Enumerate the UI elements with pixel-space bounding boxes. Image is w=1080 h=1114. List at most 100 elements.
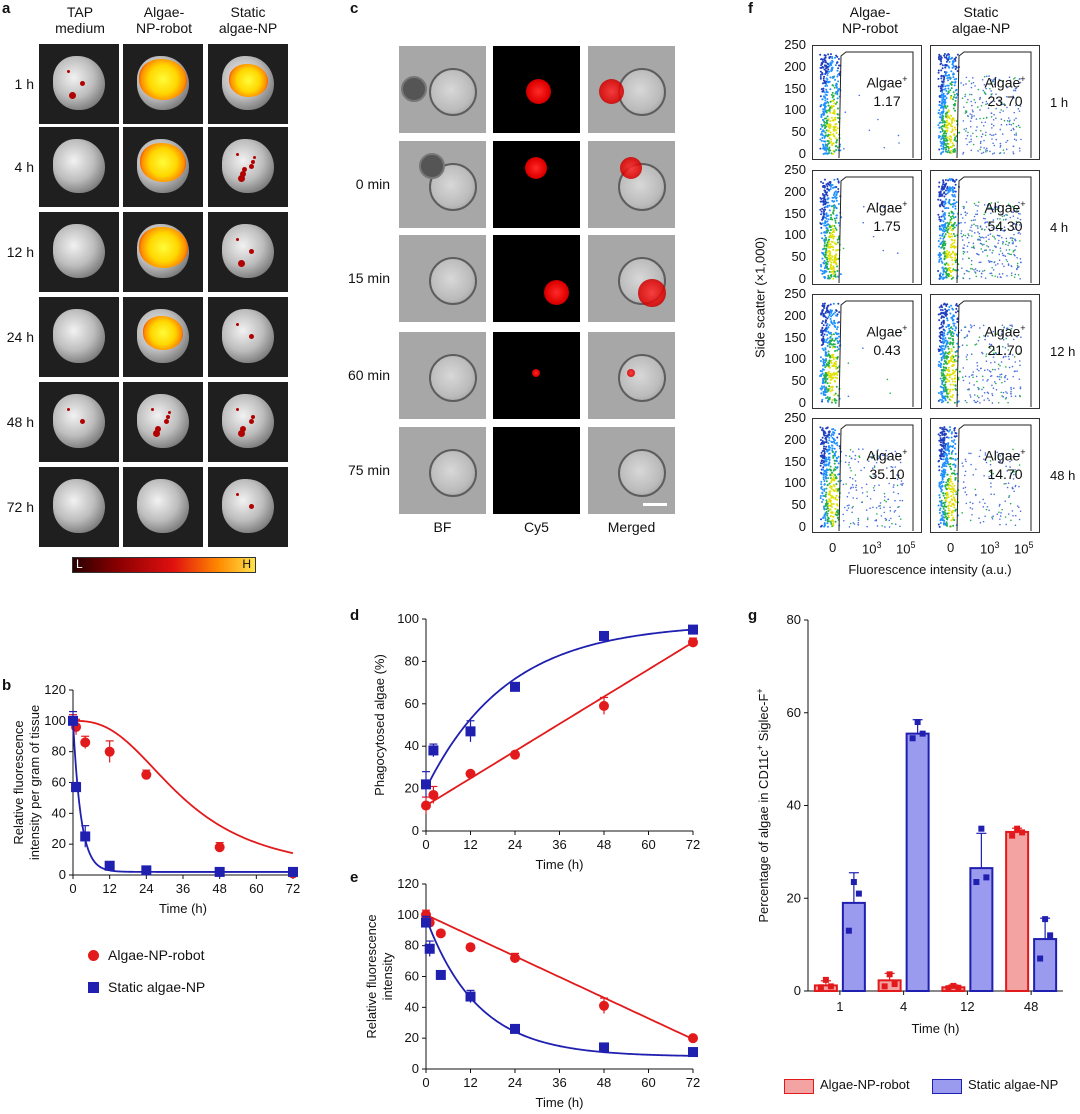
chart-d-point-static [599,630,609,641]
panel-c-row-label: 60 min [347,367,390,383]
chart-d-ytick-label: 100 [397,611,419,626]
chart-d-xtick-label: 24 [508,837,522,852]
chart-d-ytick-label: 40 [405,738,419,753]
chart-d-ytick-label: 60 [405,696,419,711]
chart-g-dot [909,735,916,742]
panel-f-ytick: 100 [784,102,806,118]
panel-f-row-label: 4 h [1050,220,1069,235]
chart-g-label: g [748,607,757,624]
panel-c-tile [588,235,675,322]
chart-d-xlabel: Time (h) [536,857,584,872]
flow-gate-label: Algae+ 54.30 [984,199,1026,234]
panel-a-label: a [2,0,11,17]
legend-g-static-text: Static algae-NP [968,1077,1059,1092]
chart-g-xtick-label: 48 [1024,999,1038,1014]
panel-a-row-label: 72 h [6,499,34,515]
scale-bar [643,503,667,506]
colorbar-high: H [242,557,251,571]
flow-gate-label: Algae+ 1.17 [866,74,908,109]
flow-density [819,300,914,408]
chart-b-point-static [104,860,115,871]
chart-e-xtick-label: 72 [686,1075,700,1090]
chart-e-point-robot [465,942,476,953]
chart-b-fit-robot [72,719,294,855]
chart-e-point-static [421,917,431,928]
flow-density [819,176,914,284]
chart-g-bar-static [905,732,930,993]
chart-b-xtick-label: 72 [286,881,300,896]
flow-density [819,51,914,159]
chart-g-ytick-label: 80 [787,612,801,627]
chart-b-ytick-label: 120 [44,682,66,697]
legend-g: Algae-NP-robot Static algae-NP [784,1076,1080,1098]
chart-d-point-robot [510,749,520,760]
panel-f-ytick: 50 [791,373,806,389]
chart-d-fit-static [425,628,694,790]
panel-c-tile [588,332,675,419]
panel-c-tile [399,235,486,322]
chart-d-xtick-label: 0 [422,837,429,852]
flow-gate [838,300,914,408]
chart-g-xtick-label: 4 [900,999,907,1014]
panel-a-tile [123,212,203,292]
chart-b-ytick-label: 100 [44,713,66,728]
panel-a-row-label: 4 h [14,159,34,175]
chart-g-xlabel: Time (h) [912,1021,960,1036]
chart-e-ytick-label: 80 [405,938,419,953]
panel-c-row-label: 15 min [347,270,390,286]
chart-b-xlabel: Time (h) [159,901,207,916]
panel-f-row-label: 48 h [1050,468,1076,483]
chart-e-point-static [435,969,446,980]
panel-f-ytick: 50 [791,124,806,140]
chart-d-label: d [350,607,359,624]
chart-g-dot [850,879,857,886]
chart-e-ytick-label: 0 [412,1061,419,1076]
chart-g-dot [817,984,824,991]
panel-f-plot: Algae+ 54.30 [930,170,1040,285]
panel-c-tile [588,427,675,514]
chart-e-point-robot [435,928,446,939]
flow-gate-label: Algae+ 21.70 [984,323,1026,358]
flow-gate-value: 1.17 [873,92,901,109]
panel-a-tile [123,467,203,547]
panel-a-row-label: 1 h [14,76,34,92]
panel-a-tile [39,44,119,124]
flow-gate-value: 35.10 [869,465,905,482]
flow-gate [956,51,1032,159]
legend-g-static-swatch [932,1079,962,1094]
legend-b-robot-marker [88,950,99,961]
panel-f-ytick: 150 [784,329,806,345]
panel-a-tile [123,44,203,124]
chart-b-point-robot [214,842,225,853]
flow-density [937,300,1032,408]
chart-g-bar-robot [1005,830,1030,993]
chart-g-dot [1037,955,1044,962]
chart-b-xtick-label: 0 [69,881,76,896]
panel-c-tile [399,141,486,228]
panel-f-col-static: Static algae-NP [951,4,1011,36]
flow-gate-value: 1.75 [873,217,901,234]
chart-b-point-static [214,866,225,877]
chart-b-ytick-label: 80 [52,744,66,759]
chart-g-ytick-label: 20 [787,890,801,905]
chart-g-dot [1014,825,1021,832]
colorbar: L H [72,557,256,573]
panel-c-col-label: Merged [607,519,656,535]
chart-g: g 0 20 40 60 80 Percentage of algae in CD11c+ … [748,607,1063,1036]
chart-e-xtick-label: 36 [552,1075,566,1090]
chart-g-dot [822,976,829,983]
chart-g-dot [891,981,898,988]
panel-f-xlabel: Fluorescence intensity (a.u.) [848,562,1012,577]
chart-e-xtick-label: 0 [422,1075,429,1090]
panel-f-plot: Algae+ 35.10 [812,418,922,533]
chart-e-ylabel: Relative fluorescenceintensity [364,914,395,1038]
flow-density [937,176,1032,284]
chart-g-dot [845,927,852,934]
legend-b-robot-text: Algae-NP-robot [108,947,205,963]
panel-a-row-label: 48 h [6,414,34,430]
chart-g-dot [827,983,834,990]
panel-f-ytick: 0 [798,271,806,286]
chart-e-point-static [688,1047,698,1058]
